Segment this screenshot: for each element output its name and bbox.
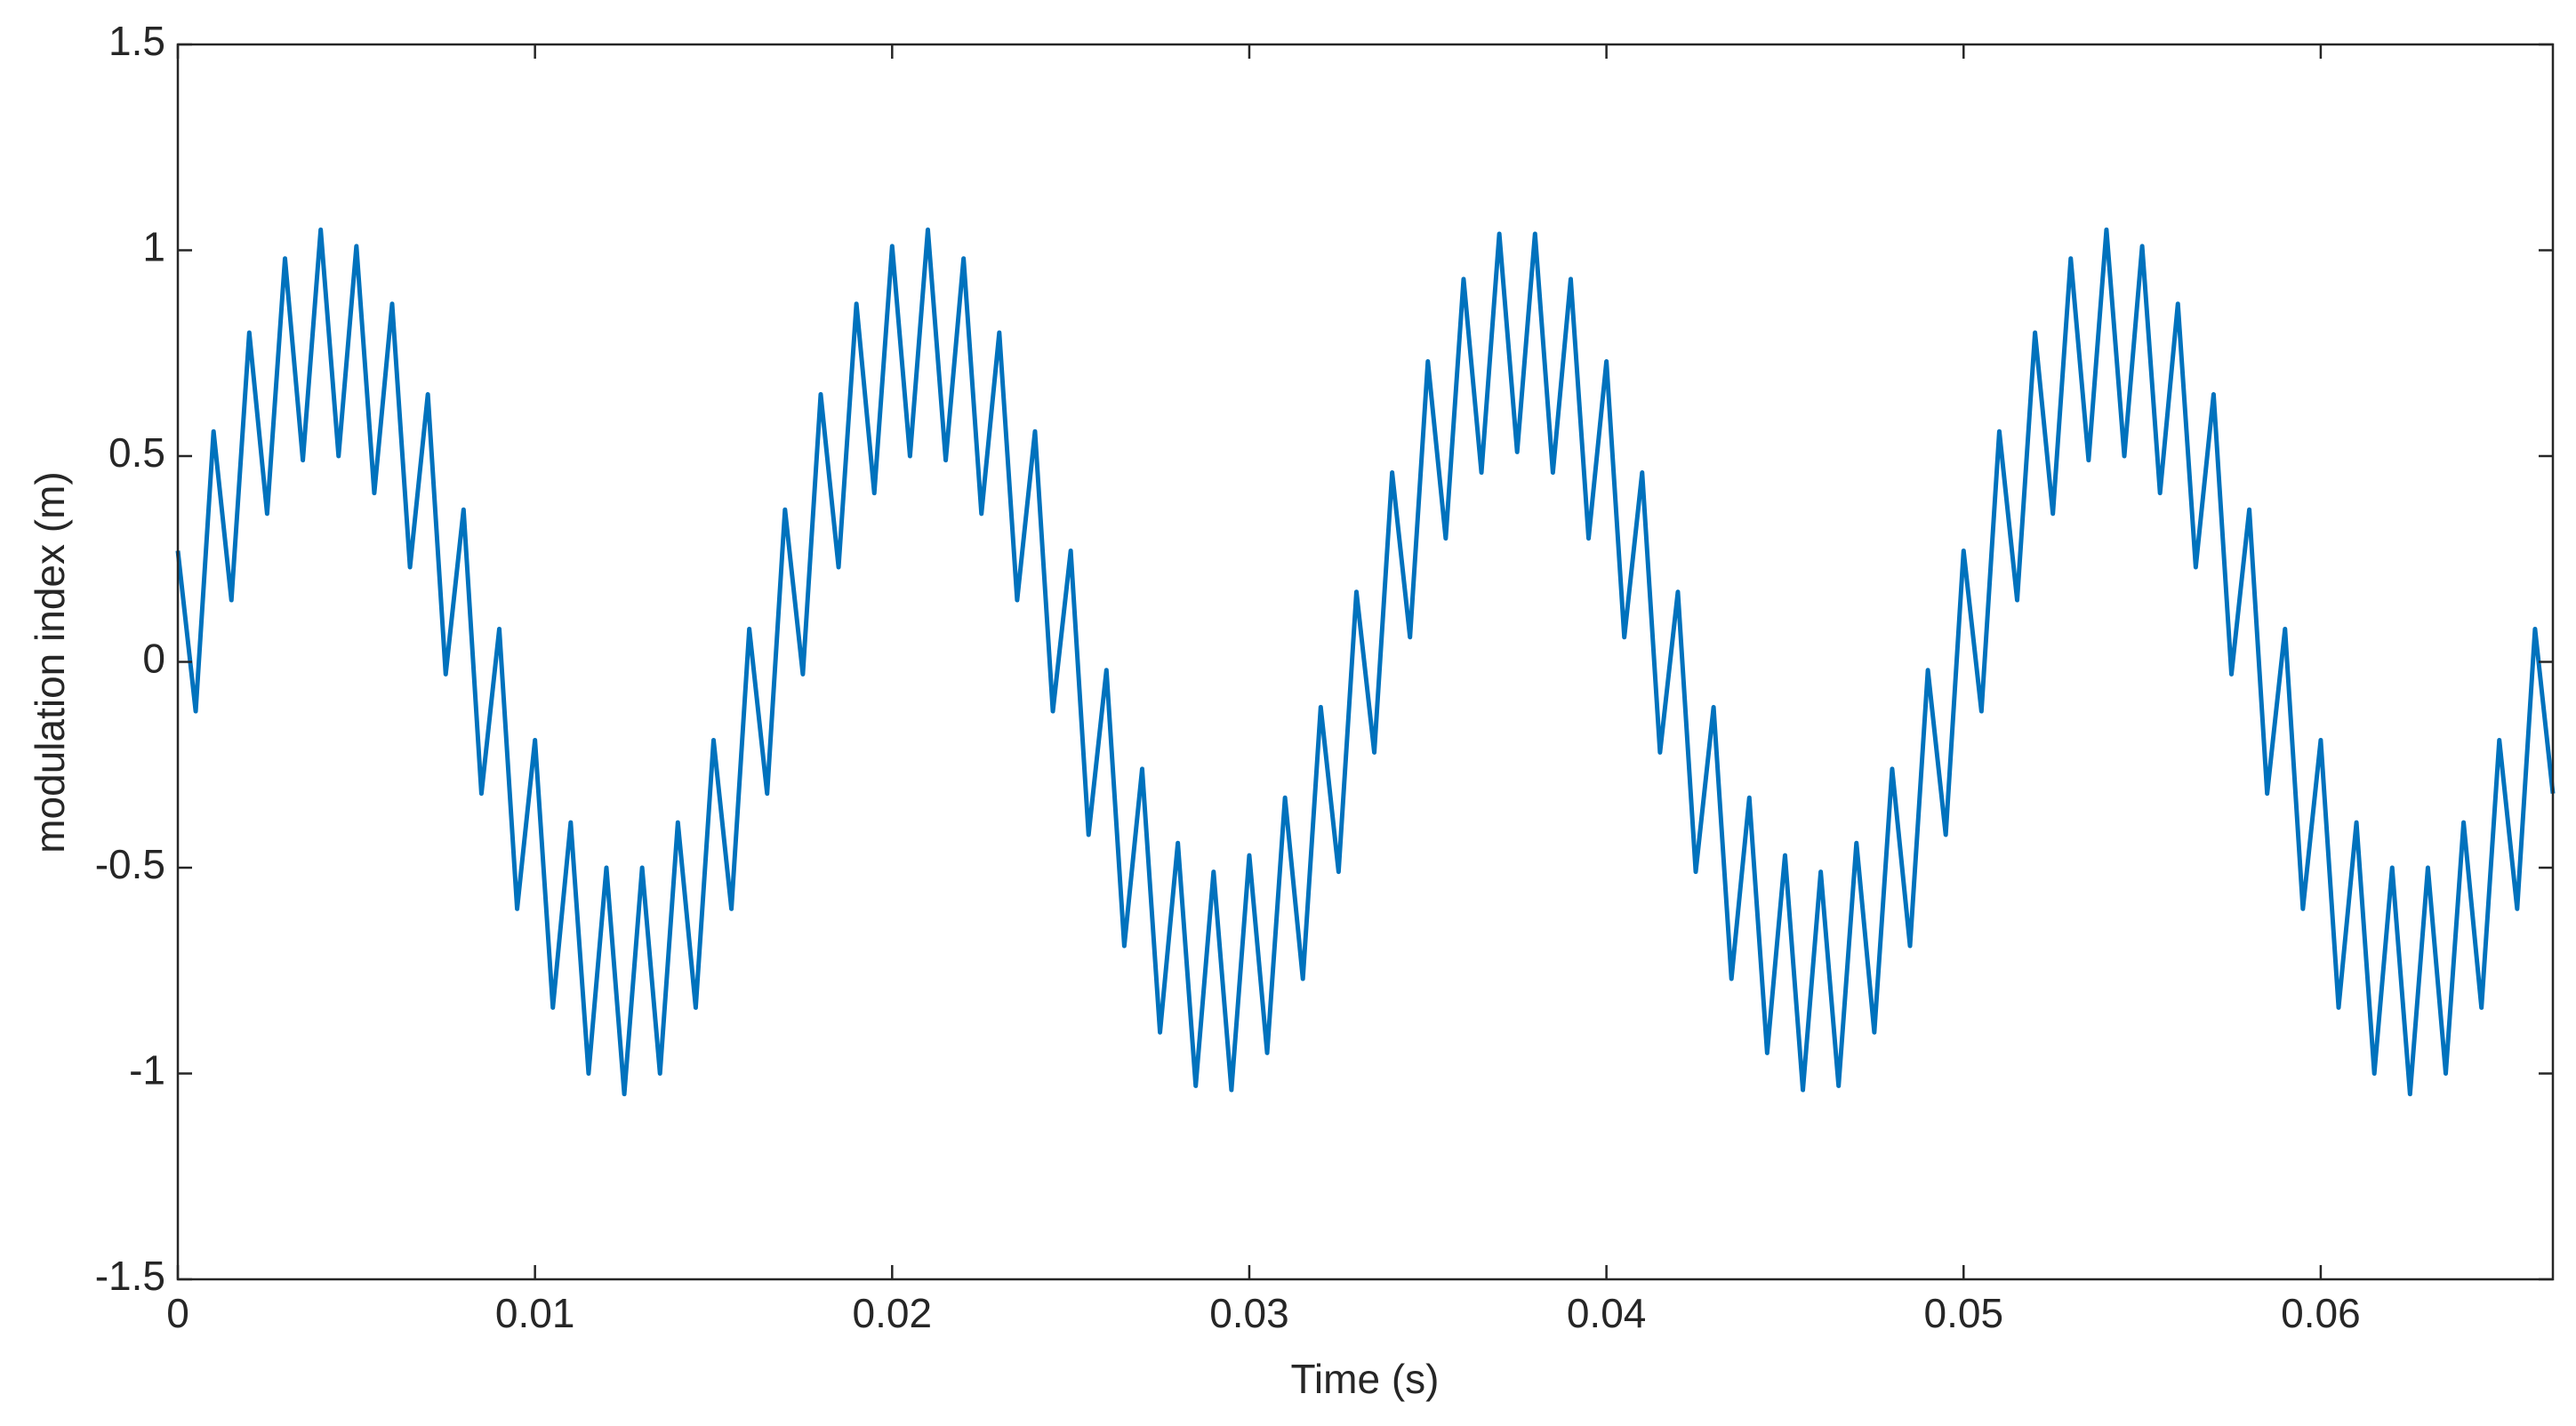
x-tick-label: 0.05 <box>1924 1290 2004 1336</box>
x-tick-label: 0.06 <box>2281 1290 2361 1336</box>
x-tick-label: 0.04 <box>1567 1290 1647 1336</box>
x-tick-label: 0 <box>166 1290 189 1336</box>
y-tick-label: -1.5 <box>95 1253 165 1299</box>
y-axis-label: modulation index (m) <box>27 471 73 853</box>
x-axis-label: Time (s) <box>1291 1356 1440 1402</box>
y-tick-label: -1 <box>129 1047 165 1094</box>
y-tick-label: 1 <box>142 224 165 270</box>
data-line <box>175 227 2556 1097</box>
y-tick-label: 0.5 <box>108 429 165 476</box>
y-tick-label: 0 <box>142 636 165 682</box>
y-tick-label: 1.5 <box>108 18 165 64</box>
x-tick-label: 0.03 <box>1209 1290 1289 1336</box>
y-tick-label: -0.5 <box>95 841 165 887</box>
x-tick-label: 0.01 <box>495 1290 575 1336</box>
x-tick-label: 0.02 <box>853 1290 933 1336</box>
